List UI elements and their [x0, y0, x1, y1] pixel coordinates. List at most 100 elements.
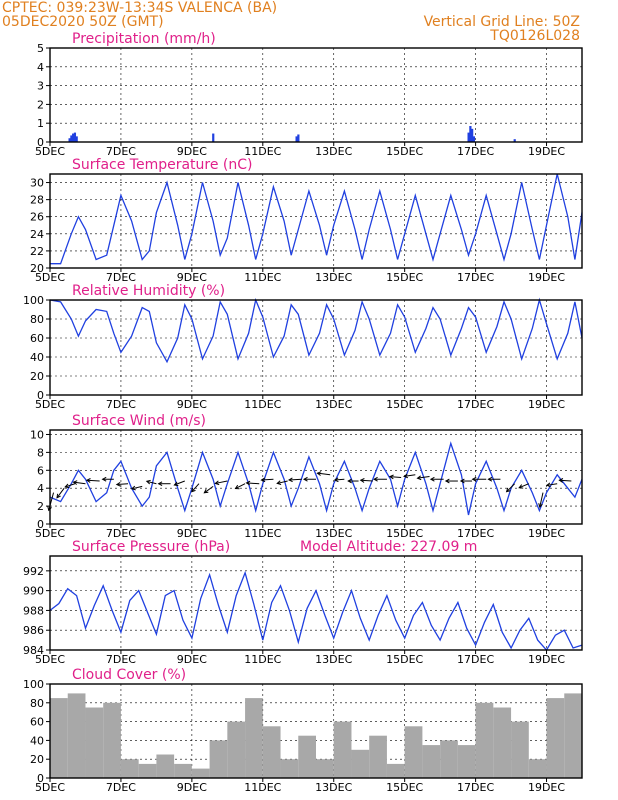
cloud-bar: [156, 754, 175, 778]
wind-vector-head: [505, 487, 511, 493]
series-line-wind: [49, 441, 583, 516]
precip-bar: [72, 133, 75, 142]
wind-vector: [347, 478, 359, 484]
cloud-bar: [85, 707, 104, 778]
wind-vector: [388, 474, 402, 480]
wind-vector-shaft: [73, 481, 86, 485]
wind-vector-shaft: [334, 478, 345, 481]
panel-rh: Relative Humidity (%) 0 20 40 60 80 100 5DEC 7DE…: [23, 283, 583, 411]
wind-vector: [64, 483, 75, 489]
wind-vector: [359, 478, 373, 483]
cloud-bar: [262, 726, 281, 778]
wind-vector: [115, 481, 129, 487]
wind-vector: [558, 478, 572, 483]
precip-bar: [297, 134, 300, 142]
precip-bar: [70, 135, 73, 142]
cloud-bar: [280, 759, 299, 778]
x-tick-label: 19DEC: [528, 653, 565, 666]
cloud-bar: [333, 721, 352, 778]
x-tick-label: 13DEC: [315, 781, 352, 794]
wind-vector-shaft: [65, 483, 75, 488]
wind-vector-head: [72, 480, 78, 485]
panel-frame-temp: [49, 173, 583, 269]
wind-vector: [302, 476, 316, 482]
wind-vector-head: [287, 477, 293, 483]
wind-vector: [471, 476, 487, 482]
x-tick-label: 7DEC: [106, 781, 136, 794]
panel-temp: Surface Temperature (nC) 20 22 24 26 28 30 5DEC…: [30, 157, 583, 284]
x-tick-label: 7DEC: [106, 398, 136, 411]
cloud-bar: [422, 745, 441, 778]
wind-vector-head: [403, 473, 409, 479]
x-tick-label: 19DEC: [528, 271, 565, 284]
y-tick-label: 10: [30, 428, 44, 441]
cloud-bar: [475, 702, 494, 778]
wind-vector: [157, 481, 171, 487]
wind-vector: [538, 492, 544, 509]
cloud-bar: [298, 735, 316, 778]
x-tick-label: 9DEC: [177, 145, 207, 158]
x-tick-label: 15DEC: [386, 527, 423, 540]
wind-vector: [429, 476, 444, 482]
wind-vector-head: [173, 481, 179, 487]
y-tick-label: 20: [30, 753, 44, 766]
y-tick-label: 40: [30, 351, 44, 364]
x-tick-label: 11DEC: [244, 398, 281, 411]
y-tick-label: 3: [37, 80, 44, 93]
x-tick-label: 13DEC: [315, 271, 352, 284]
wind-vector-head: [373, 476, 378, 482]
panel-frame-rh: [49, 299, 583, 396]
wind-vector: [316, 471, 331, 476]
wind-vector-head: [64, 483, 70, 489]
y-tick-label: 80: [30, 697, 44, 710]
wind-vector: [545, 482, 558, 488]
x-tick-label: 5DEC: [35, 781, 65, 794]
wind-vector: [101, 476, 114, 482]
y-tick-label: 20: [30, 370, 44, 383]
x-tick-label: 9DEC: [177, 781, 207, 794]
wind-vector: [260, 477, 274, 483]
wind-vector-shaft: [519, 483, 529, 489]
cloud-bar: [564, 693, 582, 778]
wind-vector-head: [444, 478, 450, 484]
precip-bar: [472, 136, 476, 142]
panel-wind: Surface Wind (m/s) 0 2 4 6 8 10 5DEC 7DEC 9DEC 11D…: [30, 413, 583, 540]
header-grid-note: Vertical Grid Line: 50Z: [424, 14, 580, 30]
wind-vector-head: [115, 481, 121, 487]
panel-frame-wind: [49, 429, 583, 525]
x-tick-label: 13DEC: [315, 145, 352, 158]
y-tick-label: 0: [37, 772, 44, 785]
y-tick-label: 60: [30, 716, 44, 729]
x-tick-label: 15DEC: [386, 145, 423, 158]
cloud-bar: [351, 749, 370, 778]
x-tick-label: 19DEC: [528, 527, 565, 540]
precip-bar: [75, 136, 78, 142]
x-tick-label: 15DEC: [386, 653, 423, 666]
panel-title-wind: Surface Wind (m/s): [72, 413, 206, 429]
x-tick-label: 13DEC: [315, 527, 352, 540]
cloud-bar: [440, 740, 458, 778]
wind-vector-head: [487, 476, 493, 482]
wind-vector: [130, 485, 143, 491]
wind-vector-shaft: [235, 483, 246, 489]
wind-vector-shaft: [174, 480, 185, 486]
cloud-bar: [50, 698, 68, 778]
panel-precip: Precipitation (mm/h) 0 1 2 3 4 5 5DEC 7DEC 9DEC 11…: [35, 31, 583, 158]
wind-vector: [245, 480, 260, 486]
x-tick-label: 15DEC: [386, 781, 423, 794]
wind-vector-head: [234, 484, 240, 490]
series-line-temp: [50, 173, 583, 265]
wind-vector-head: [276, 480, 282, 485]
x-tick-label: 17DEC: [457, 527, 494, 540]
y-tick-label: 990: [23, 585, 44, 598]
y-tick-label: 6: [37, 464, 44, 477]
wind-vector-head: [157, 481, 163, 487]
y-tick-label: 20: [30, 262, 44, 275]
panel-title-cloud: Cloud Cover (%): [72, 667, 186, 683]
x-tick-label: 5DEC: [35, 653, 65, 666]
wind-vector: [444, 478, 458, 484]
precip-bar: [469, 126, 472, 142]
cloud-bar: [457, 745, 476, 778]
series-line-rh: [49, 297, 583, 364]
